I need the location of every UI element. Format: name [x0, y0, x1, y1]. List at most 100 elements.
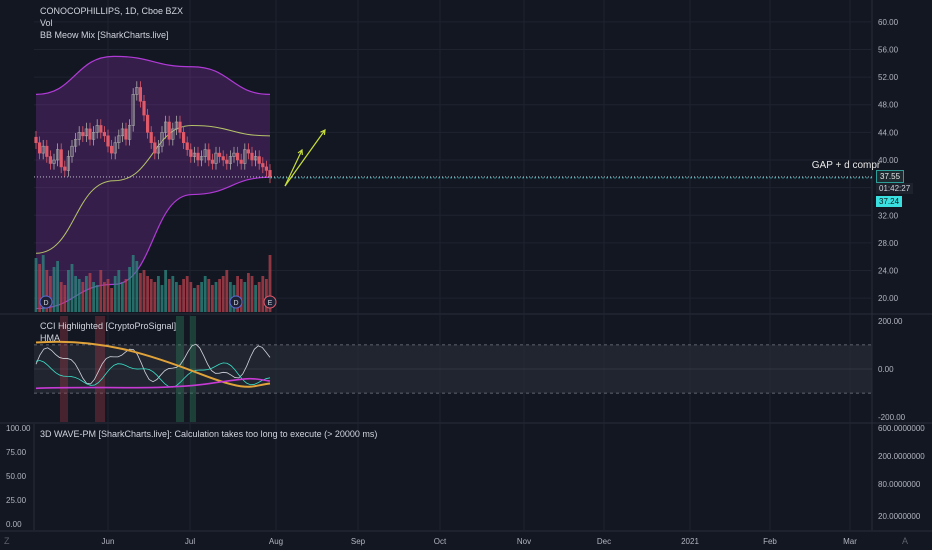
candle	[254, 150, 258, 167]
volume-bar	[225, 270, 229, 312]
candle	[92, 126, 96, 146]
wave-label[interactable]: 3D WAVE-PM [SharkCharts.live]: Calculati…	[40, 429, 378, 439]
bb-basis-line	[35, 124, 271, 254]
cci-label[interactable]: CCI Highlighted [CryptoProSignal]	[40, 321, 177, 331]
candle	[45, 139, 49, 163]
corner-right-label[interactable]: A	[902, 536, 909, 546]
wave-left-tick: 0.00	[6, 520, 22, 529]
candle	[88, 122, 92, 146]
candle-body	[124, 128, 128, 140]
candle	[63, 160, 67, 177]
candle-body	[34, 136, 38, 144]
candle	[59, 143, 63, 174]
candle	[77, 126, 81, 146]
volume-bar	[196, 285, 200, 312]
x-tick-label: Mar	[843, 537, 857, 546]
candle	[167, 115, 171, 146]
candle	[196, 146, 200, 167]
candle-body	[185, 142, 189, 150]
cci-signal-line	[35, 360, 271, 388]
candle-body	[117, 135, 121, 144]
candle-body	[106, 135, 110, 147]
candle-body	[232, 152, 236, 157]
wave-left-tick: 75.00	[6, 448, 27, 457]
symbol-title[interactable]: CONOCOPHILLIPS, 1D, Cboe BZX	[40, 6, 184, 16]
candle	[261, 157, 265, 174]
volume-bar	[38, 264, 41, 312]
candle-body	[178, 121, 182, 133]
volume-bar	[171, 276, 175, 312]
volume-bar	[131, 255, 135, 312]
volume-bar	[243, 282, 247, 312]
candle	[174, 115, 179, 136]
volume-bar	[175, 282, 178, 312]
candle	[70, 139, 74, 163]
candle	[99, 119, 103, 139]
candle-body	[268, 170, 272, 178]
candle-body	[225, 159, 229, 164]
event-marker	[263, 295, 277, 309]
candle	[135, 81, 139, 101]
candle	[156, 139, 161, 160]
cci-panel	[34, 316, 872, 422]
volume-bar	[193, 288, 196, 312]
candle-body	[160, 132, 164, 147]
volume-bar	[41, 255, 45, 312]
y-tick-label: 56.00	[878, 45, 899, 54]
volume-bar	[49, 276, 52, 312]
y-tick-label: 28.00	[878, 239, 899, 248]
candle	[221, 150, 225, 167]
vol-label[interactable]: Vol	[40, 18, 53, 28]
low-price-badge: 37.24	[876, 196, 903, 207]
hma-label[interactable]: HMA	[40, 333, 60, 343]
candle	[95, 119, 99, 139]
candle	[153, 136, 157, 160]
candle-body	[48, 156, 52, 164]
candle-body	[55, 149, 60, 161]
wave-right-tick: 200.0000000	[878, 452, 925, 461]
candle-body	[196, 152, 200, 161]
volume-bar	[45, 270, 49, 312]
volume-bar	[221, 276, 225, 312]
candle	[225, 153, 229, 170]
volume-bar	[236, 276, 239, 312]
candle-body	[243, 149, 247, 164]
candle-body	[174, 121, 179, 130]
candle-body	[218, 152, 222, 157]
y-tick-label: 32.00	[878, 211, 899, 220]
candle	[236, 146, 240, 167]
volume-bar	[135, 261, 139, 312]
wave-right-tick: 80.0000000	[878, 480, 921, 489]
candle-body	[236, 152, 240, 161]
bb-indicator-label[interactable]: BB Meow Mix [SharkCharts.live]	[40, 30, 169, 40]
candle-body	[156, 145, 161, 154]
axes: Jun Jul Aug Sep Oct Nov Dec 2021 Feb Mar 60.00 56.0…	[6, 18, 925, 546]
corner-left-label[interactable]: Z	[4, 536, 10, 546]
volume-bar	[250, 276, 254, 312]
candle-body	[135, 87, 139, 95]
wave-left-tick: 25.00	[6, 496, 27, 505]
volume-bar	[81, 282, 85, 312]
candle	[207, 143, 211, 167]
candle-body	[167, 121, 171, 140]
y-tick-label: 60.00	[878, 18, 899, 27]
candle-body	[84, 128, 88, 137]
volume-bar	[106, 279, 110, 312]
hma-line	[35, 340, 271, 388]
x-tick-label: Sep	[351, 537, 366, 546]
volume-bar	[207, 279, 211, 312]
event-marker	[229, 295, 243, 309]
event-marker-label: D	[43, 300, 48, 307]
candle-body	[128, 125, 132, 140]
volume-bar	[88, 273, 92, 312]
volume-bar	[34, 258, 38, 312]
bollinger-bands	[35, 55, 271, 310]
y-tick-label: 48.00	[878, 101, 899, 110]
candle-body	[88, 128, 92, 140]
candle-body	[45, 145, 49, 157]
x-tick-label: Jul	[185, 537, 195, 546]
candle-body	[81, 132, 85, 137]
candle	[218, 146, 222, 163]
